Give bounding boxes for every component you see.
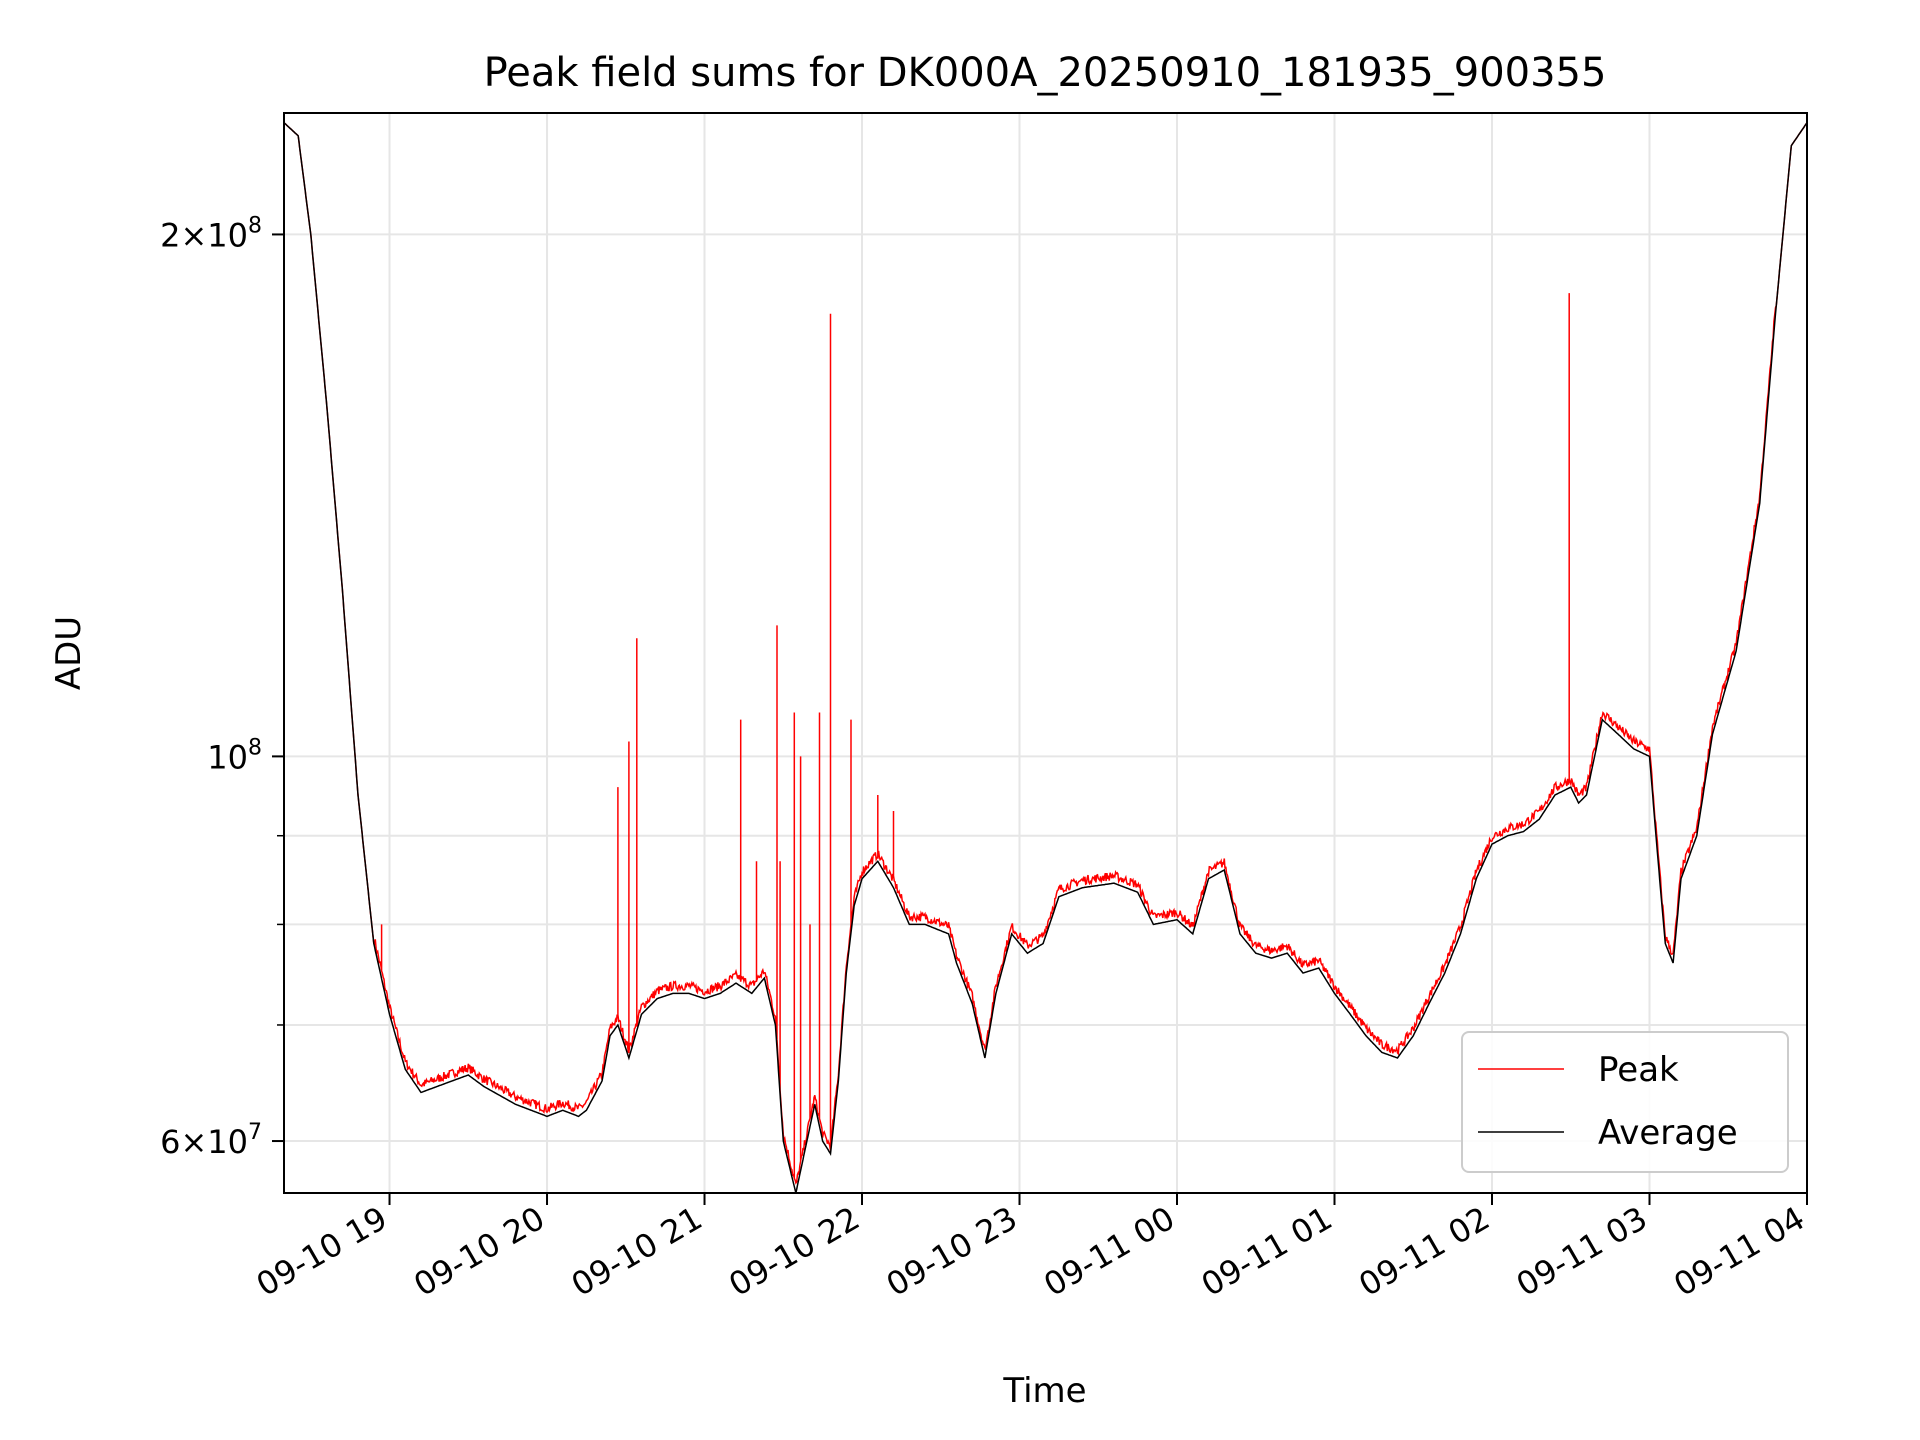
grid-lines: [284, 113, 1808, 1193]
x-axis-label: Time: [1002, 1371, 1086, 1411]
x-tick-label: 09-10 20: [407, 1199, 551, 1304]
x-tick-label: 09-11 03: [1510, 1199, 1654, 1304]
x-tick-label: 09-11 02: [1352, 1199, 1496, 1304]
x-tick-label: 09-11 01: [1195, 1199, 1339, 1304]
legend-box: [1461, 1031, 1789, 1173]
legend: Peak Average: [1461, 1031, 1789, 1173]
average-series-line: [284, 122, 1807, 1193]
x-tick-label: 09-10 23: [880, 1199, 1024, 1304]
y-tick-label: 6×107: [160, 1120, 262, 1161]
peak-series-line: [284, 122, 1807, 1185]
y-tick-label: 2×108: [160, 213, 262, 254]
y-tick-label: 108: [207, 735, 262, 776]
x-tick-label: 09-10 21: [565, 1199, 709, 1304]
series-lines: [284, 122, 1807, 1193]
x-tick-label: 09-10 19: [250, 1199, 394, 1304]
legend-average-label: Average: [1598, 1113, 1738, 1153]
legend-peak-label: Peak: [1598, 1050, 1679, 1090]
x-tick-label: 09-11 00: [1037, 1199, 1181, 1304]
x-tick-label: 09-11 04: [1667, 1199, 1811, 1304]
chart-title: Peak field sums for DK000A_20250910_1819…: [484, 50, 1607, 96]
x-tick-label: 09-10 22: [722, 1199, 866, 1304]
y-axis-label: ADU: [49, 616, 89, 690]
plot-frame: [283, 112, 1808, 1194]
